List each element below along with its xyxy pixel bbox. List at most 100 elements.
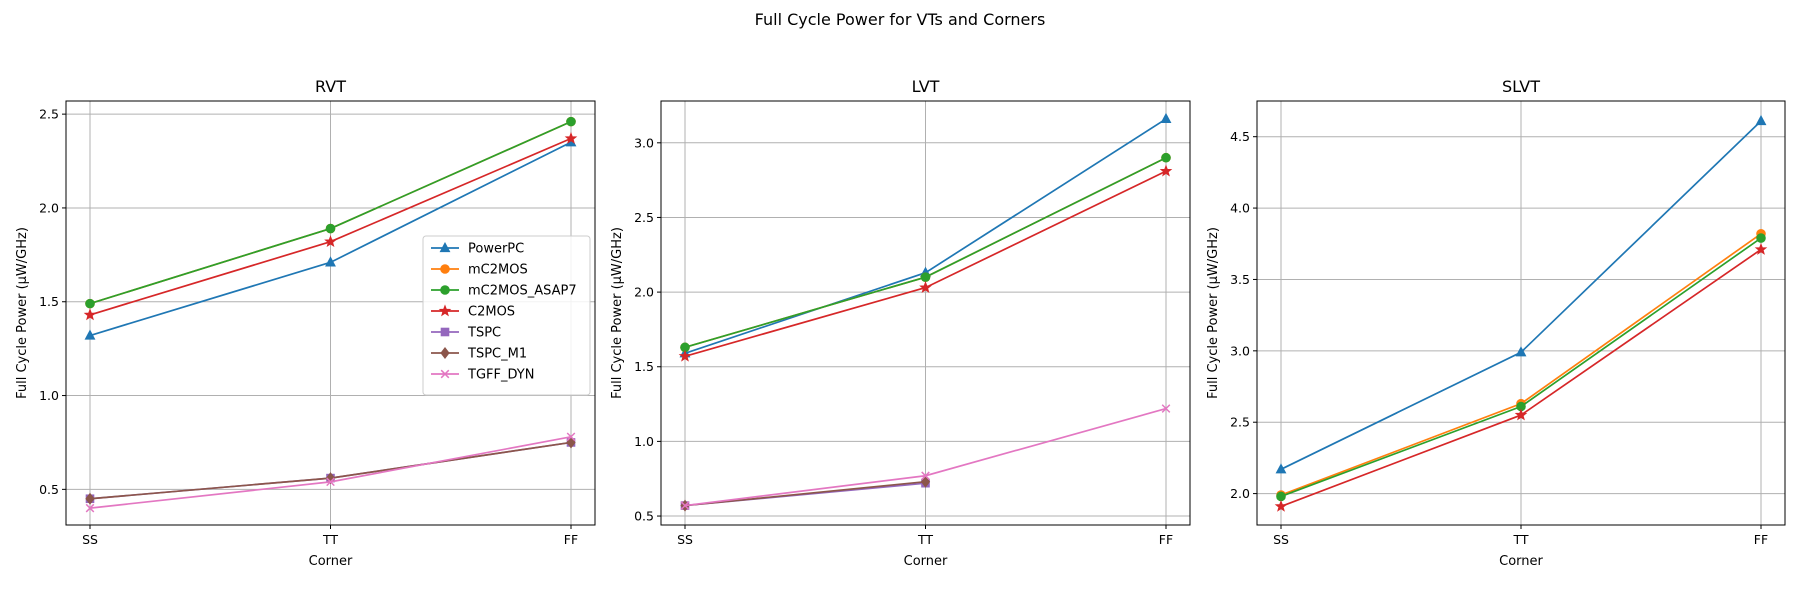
x-tick-label: FF (564, 532, 578, 547)
legend-marker (440, 327, 450, 337)
y-axis-label: Full Cycle Power (µW/GHz) (15, 227, 30, 399)
legend-entry-mc2mos-asap7: mC2MOS_ASAP7 (431, 284, 577, 299)
data-point-tgff-dyn (326, 477, 335, 487)
chart-panels: SS TT FF 0.5 1.0 1.5 2.0 2.5 RVT Corner Full Cycle… (15, 77, 1786, 569)
y-tick-label: 2.5 (1230, 415, 1250, 430)
y-tick-label: 2.0 (39, 200, 59, 215)
series-c2mos (678, 164, 1173, 362)
data-point-mc2mos-asap7 (1161, 152, 1171, 163)
data-point-tgff-dyn (1161, 404, 1171, 413)
data-point-c2mos (564, 131, 578, 144)
data-point-tspc-m1 (85, 492, 95, 505)
data-point-powerpc (1755, 114, 1767, 126)
data-point-c2mos (1514, 408, 1528, 421)
panel-title: LVT (912, 77, 940, 96)
series-powerpc (84, 136, 577, 340)
x-tick-label: TT (917, 532, 933, 547)
y-tick-label: 0.5 (39, 482, 59, 497)
y-tick-label: 4.5 (1230, 129, 1250, 144)
legend-box (422, 235, 591, 396)
series-tgff-dyn (680, 404, 1171, 510)
chart-panel-lvt: SS TT FF 0.5 1.0 1.5 2.0 2.5 3.0 LVT Corner Full Cy… (610, 77, 1191, 569)
legend-entry-tgff-dyn: TGFF_DYN (431, 368, 534, 383)
data-point-mc2mos-asap7 (85, 298, 95, 309)
data-point-c2mos (678, 349, 692, 362)
legend-entry-mc2mos: mC2MOS (431, 263, 528, 278)
x-axis-label: Corner (1499, 554, 1543, 569)
legend-label: mC2MOS (468, 263, 528, 278)
legend-marker (440, 346, 450, 360)
data-point-tgff-dyn (85, 503, 95, 513)
data-point-tgff-dyn (921, 471, 930, 481)
chart-panel-rvt: SS TT FF 0.5 1.0 1.5 2.0 2.5 RVT Corner Full Cycle… (15, 77, 596, 569)
legend-label: TSPC_M1 (467, 347, 527, 362)
chart-panel-slvt: SS TT FF 2.0 2.5 3.0 3.5 4.0 4.5 SLVT Corner Full C… (1206, 77, 1786, 569)
legend-label: TSPC (467, 326, 501, 341)
data-point-mc2mos-asap7 (1756, 233, 1766, 243)
legend-label: PowerPC (468, 242, 524, 257)
series-tgff-dyn (85, 432, 576, 513)
y-tick-label: 2.0 (634, 285, 654, 300)
data-point-c2mos (324, 235, 337, 248)
x-axis-label: Corner (904, 554, 948, 569)
legend-label: TGFF_DYN (467, 368, 534, 383)
data-point-powerpc (1160, 112, 1172, 124)
y-tick-label: 3.5 (1230, 272, 1250, 287)
x-tick-label: TT (322, 532, 338, 547)
y-tick-label: 1.0 (634, 434, 654, 449)
data-point-tgff-dyn (566, 432, 576, 442)
legend-marker (439, 241, 451, 253)
y-tick-label: 2.5 (634, 210, 654, 225)
y-tick-label: 4.0 (1230, 201, 1250, 216)
y-tick-label: 1.5 (39, 294, 59, 309)
figure-title: Full Cycle Power for VTs and Corners (755, 10, 1046, 29)
y-tick-label: 1.5 (634, 359, 654, 374)
data-point-mc2mos-asap7 (566, 116, 576, 127)
legend: PowerPC mC2MOS mC2MOS_ASAP7 C2MOS TSPC TSPC_M… (422, 235, 591, 396)
x-tick-label: SS (677, 532, 693, 547)
legend-label: mC2MOS_ASAP7 (468, 284, 577, 299)
data-point-c2mos (83, 308, 97, 321)
y-tick-label: 0.5 (634, 509, 654, 524)
data-point-c2mos (1274, 499, 1288, 512)
legend-entry-tspc-m1: TSPC_M1 (431, 347, 527, 362)
data-point-tspc-m1 (920, 475, 931, 488)
y-tick-label: 2.0 (1230, 486, 1250, 501)
y-axis-label: Full Cycle Power (µW/GHz) (610, 227, 625, 399)
data-point-c2mos (1754, 242, 1768, 255)
series-mc2mos-asap7 (85, 116, 576, 309)
legend-entry-c2mos: C2MOS (431, 304, 515, 320)
panel-title: SLVT (1502, 77, 1540, 96)
data-point-powerpc (325, 256, 336, 267)
y-tick-label: 3.0 (634, 135, 654, 150)
series-powerpc (1275, 114, 1767, 474)
x-tick-label: FF (1159, 532, 1173, 547)
series-line-tspc-m1 (684, 480, 926, 507)
legend-entry-tspc: TSPC (431, 326, 501, 341)
legend-marker (438, 304, 452, 317)
series-c2mos (83, 131, 578, 321)
x-axis-label: Corner (309, 554, 353, 569)
data-point-mc2mos-asap7 (920, 272, 931, 282)
data-point-powerpc (84, 329, 96, 340)
x-tick-label: SS (82, 532, 98, 547)
data-point-c2mos (919, 281, 932, 293)
legend-marker (440, 285, 450, 295)
series-c2mos (1274, 242, 1768, 512)
x-tick-label: TT (1512, 532, 1528, 547)
y-tick-label: 1.0 (39, 388, 59, 403)
x-tick-label: FF (1754, 532, 1768, 547)
data-point-powerpc (1515, 346, 1527, 357)
legend-marker (440, 369, 450, 379)
legend-label: C2MOS (468, 305, 515, 320)
y-axis-label: Full Cycle Power (µW/GHz) (1206, 227, 1221, 399)
x-tick-label: SS (1273, 532, 1289, 547)
data-point-c2mos (1159, 164, 1173, 177)
legend-marker (440, 264, 450, 274)
y-tick-label: 2.5 (39, 107, 59, 122)
data-point-powerpc (1275, 463, 1287, 474)
series-mc2mos-asap7 (1276, 233, 1766, 502)
data-point-mc2mos-asap7 (1276, 491, 1286, 502)
